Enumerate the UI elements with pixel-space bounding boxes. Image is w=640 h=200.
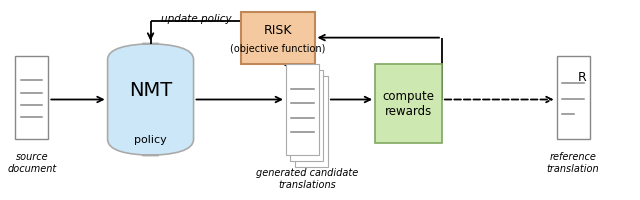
Bar — [241, 13, 314, 64]
Text: RISK: RISK — [264, 24, 292, 37]
Bar — [557, 56, 589, 140]
Text: generated candidate
translations: generated candidate translations — [256, 168, 358, 189]
Text: (objective function): (objective function) — [230, 44, 326, 54]
Text: R: R — [578, 71, 587, 84]
Bar — [291, 70, 323, 162]
FancyBboxPatch shape — [108, 44, 193, 156]
Bar — [15, 56, 49, 140]
Bar — [375, 64, 442, 144]
Text: source
document: source document — [7, 152, 56, 173]
Bar — [295, 76, 328, 168]
Text: policy: policy — [134, 135, 167, 145]
Text: update policy: update policy — [161, 14, 232, 24]
Text: NMT: NMT — [129, 81, 172, 100]
Bar — [286, 64, 319, 156]
Text: compute
rewards: compute rewards — [383, 90, 435, 118]
Text: reference
translation: reference translation — [547, 152, 600, 173]
